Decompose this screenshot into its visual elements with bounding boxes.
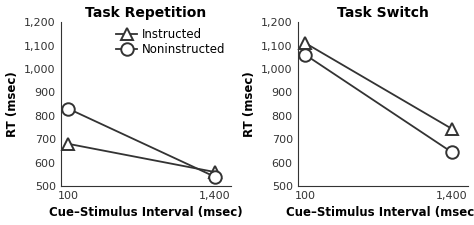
X-axis label: Cue–Stimulus Interval (msec): Cue–Stimulus Interval (msec): [286, 207, 474, 219]
Title: Task Switch: Task Switch: [337, 6, 429, 20]
Title: Task Repetition: Task Repetition: [85, 6, 207, 20]
Y-axis label: RT (msec): RT (msec): [6, 71, 18, 137]
Y-axis label: RT (msec): RT (msec): [243, 71, 255, 137]
X-axis label: Cue–Stimulus Interval (msec): Cue–Stimulus Interval (msec): [49, 207, 243, 219]
Legend: Instructed, Noninstructed: Instructed, Noninstructed: [116, 28, 226, 56]
